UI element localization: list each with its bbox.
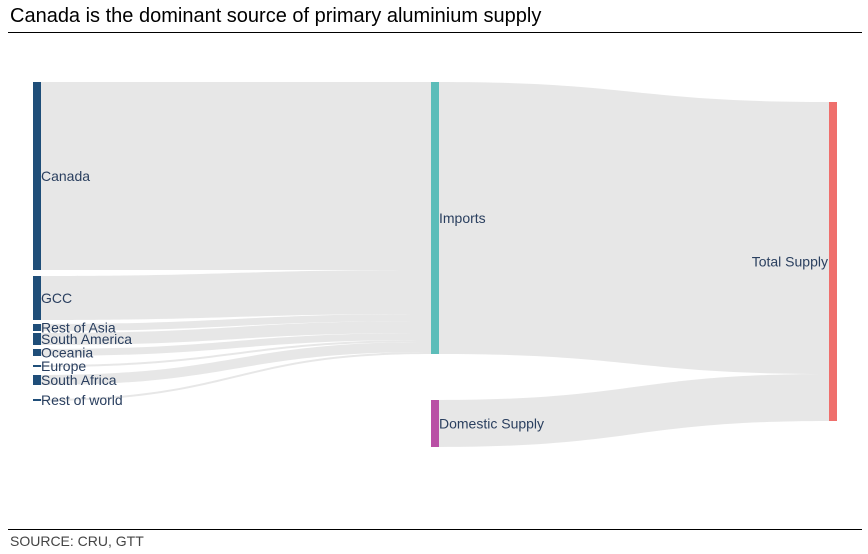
node-label-canada: Canada [41,168,90,184]
node-south-america [33,333,41,345]
node-label-south-africa: South Africa [41,372,117,388]
link-south-africa-to-imports [41,342,431,385]
node-label-domestic: Domestic Supply [439,416,544,432]
node-label-rest-of-asia: Rest of Asia [41,320,116,336]
node-label-total: Total Supply [752,254,828,270]
node-gcc [33,276,41,320]
link-rest-of-asia-to-imports [41,314,431,331]
link-gcc-to-imports [41,270,431,320]
sankey-links [41,82,829,447]
node-south-africa [33,375,41,385]
source-divider [8,529,862,530]
node-domestic [431,400,439,447]
chart-title: Canada is the dominant source of primary… [10,5,542,27]
node-canada [33,82,41,270]
sankey-nodes [33,82,837,447]
link-south-america-to-imports [41,321,431,345]
node-rest-of-asia [33,324,41,331]
node-total [829,102,837,421]
node-label-imports: Imports [439,210,486,226]
link-canada-to-imports [41,82,431,270]
node-label-gcc: GCC [41,290,72,306]
node-rest-of-world [33,399,41,401]
node-oceania [33,349,41,356]
node-label-rest-of-world: Rest of world [41,392,123,408]
link-rest-of-world-to-imports [41,352,431,401]
source-note: SOURCE: CRU, GTT [10,533,144,549]
node-imports [431,82,439,354]
link-domestic-to-total [439,374,829,447]
node-label-oceania: Oceania [41,345,93,361]
node-europe [33,365,41,367]
title-divider [8,32,862,33]
link-oceania-to-imports [41,333,431,356]
node-label-europe: Europe [41,358,86,374]
link-imports-to-total [439,82,829,374]
link-europe-to-imports [41,340,431,367]
node-label-south-america: South America [41,331,132,347]
